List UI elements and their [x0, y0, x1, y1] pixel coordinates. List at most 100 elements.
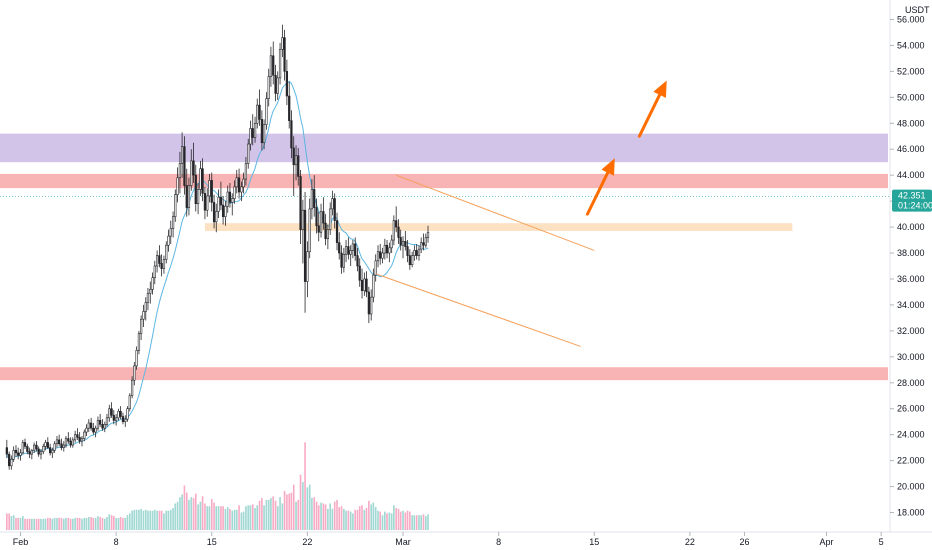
candle-body[interactable] [178, 163, 182, 179]
candle-body[interactable] [415, 250, 418, 256]
candle-body[interactable] [235, 177, 238, 188]
candle-body[interactable] [285, 71, 289, 97]
candle-body[interactable] [110, 408, 113, 416]
candle-body[interactable] [124, 418, 127, 423]
candle-body[interactable] [420, 242, 423, 250]
candle-body[interactable] [249, 128, 252, 145]
candle-body[interactable] [342, 254, 345, 268]
candle-body[interactable] [21, 442, 24, 454]
candle-body[interactable] [83, 431, 86, 439]
arrow-1[interactable] [585, 158, 615, 216]
candle-body[interactable] [87, 422, 90, 429]
candle-body[interactable] [237, 177, 241, 193]
candle-body[interactable] [96, 420, 100, 429]
candle-body[interactable] [392, 220, 395, 241]
candle-body[interactable] [90, 422, 93, 429]
candle-body[interactable] [180, 146, 184, 164]
candle-body[interactable] [119, 411, 122, 417]
candle-body[interactable] [187, 185, 191, 208]
candle-body[interactable] [358, 265, 361, 281]
candle-body[interactable] [17, 452, 20, 456]
candle-body[interactable] [406, 246, 409, 256]
candle-body[interactable] [344, 246, 348, 255]
candle-body[interactable] [408, 255, 411, 266]
candle-body[interactable] [244, 163, 248, 180]
candle-body[interactable] [301, 209, 304, 230]
candle-body[interactable] [192, 160, 195, 176]
candle-body[interactable] [5, 447, 8, 455]
candle-body[interactable] [201, 168, 204, 194]
candle-body[interactable] [142, 311, 145, 320]
candle-body[interactable] [240, 186, 243, 193]
candle-body[interactable] [231, 198, 234, 203]
candle-body[interactable] [171, 216, 175, 229]
candle-body[interactable] [242, 178, 245, 188]
candle-body[interactable] [247, 143, 250, 164]
candle-body[interactable] [14, 449, 18, 454]
candle-body[interactable] [212, 202, 216, 223]
candle-body[interactable] [140, 318, 143, 334]
candle-body[interactable] [397, 226, 400, 238]
candle-body[interactable] [53, 443, 56, 451]
candle-body[interactable] [385, 244, 389, 254]
candle-body[interactable] [126, 408, 129, 420]
candle-body[interactable] [128, 395, 131, 410]
candle-body[interactable] [338, 242, 341, 254]
candle-body[interactable] [395, 220, 398, 228]
candle-body[interactable] [417, 248, 421, 256]
candle-body[interactable] [76, 434, 79, 438]
candle-body[interactable] [160, 263, 163, 269]
candle-body[interactable] [308, 208, 311, 253]
candle-body[interactable] [153, 265, 156, 278]
candle-body[interactable] [62, 444, 65, 448]
upper-trendline[interactable] [396, 174, 595, 251]
candle-body[interactable] [372, 274, 375, 298]
candle-body[interactable] [183, 146, 186, 186]
candle-body[interactable] [92, 427, 95, 433]
candle-body[interactable] [303, 209, 307, 282]
candle-body[interactable] [117, 411, 120, 419]
candle-body[interactable] [269, 55, 273, 77]
candle-body[interactable] [28, 451, 31, 455]
candle-body[interactable] [71, 439, 74, 446]
candle-body[interactable] [196, 189, 200, 205]
candle-body[interactable] [58, 439, 61, 445]
candle-body[interactable] [340, 252, 343, 268]
candle-body[interactable] [151, 277, 154, 290]
candle-body[interactable] [203, 193, 207, 211]
candle-body[interactable] [169, 228, 172, 237]
candle-body[interactable] [185, 185, 188, 208]
candle-body[interactable] [64, 438, 68, 446]
candle-body[interactable] [253, 122, 257, 138]
candle-body[interactable] [103, 424, 106, 429]
candle-body[interactable] [130, 379, 134, 397]
candle-body[interactable] [135, 350, 138, 367]
candle-body[interactable] [401, 241, 405, 246]
candle-body[interactable] [399, 237, 402, 246]
candle-body[interactable] [80, 438, 84, 442]
candle-body[interactable] [367, 291, 370, 315]
candle-body[interactable] [349, 250, 352, 255]
candle-body[interactable] [42, 446, 45, 452]
candle-body[interactable] [374, 260, 377, 276]
candle-body[interactable] [23, 442, 27, 447]
candle-body[interactable] [233, 186, 236, 199]
candle-body[interactable] [146, 292, 150, 303]
candle-body[interactable] [228, 191, 232, 203]
candle-body[interactable] [224, 206, 227, 217]
candle-body[interactable] [424, 237, 427, 246]
candle-body[interactable] [78, 436, 81, 442]
candle-body[interactable] [221, 204, 225, 217]
candle-body[interactable] [167, 235, 170, 246]
candle-body[interactable] [265, 98, 268, 125]
candle-body[interactable] [155, 255, 159, 267]
candle-body[interactable] [258, 104, 261, 120]
candle-body[interactable] [272, 55, 275, 76]
candle-body[interactable] [335, 220, 339, 243]
price-axis[interactable]: 18.000 20.000 22.000 24.000 26.000 28.000 30.0… [890, 14, 925, 518]
candle-body[interactable] [297, 155, 300, 177]
candle-body[interactable] [94, 427, 97, 433]
candle-body[interactable] [329, 208, 332, 230]
candle-body[interactable] [210, 180, 213, 203]
